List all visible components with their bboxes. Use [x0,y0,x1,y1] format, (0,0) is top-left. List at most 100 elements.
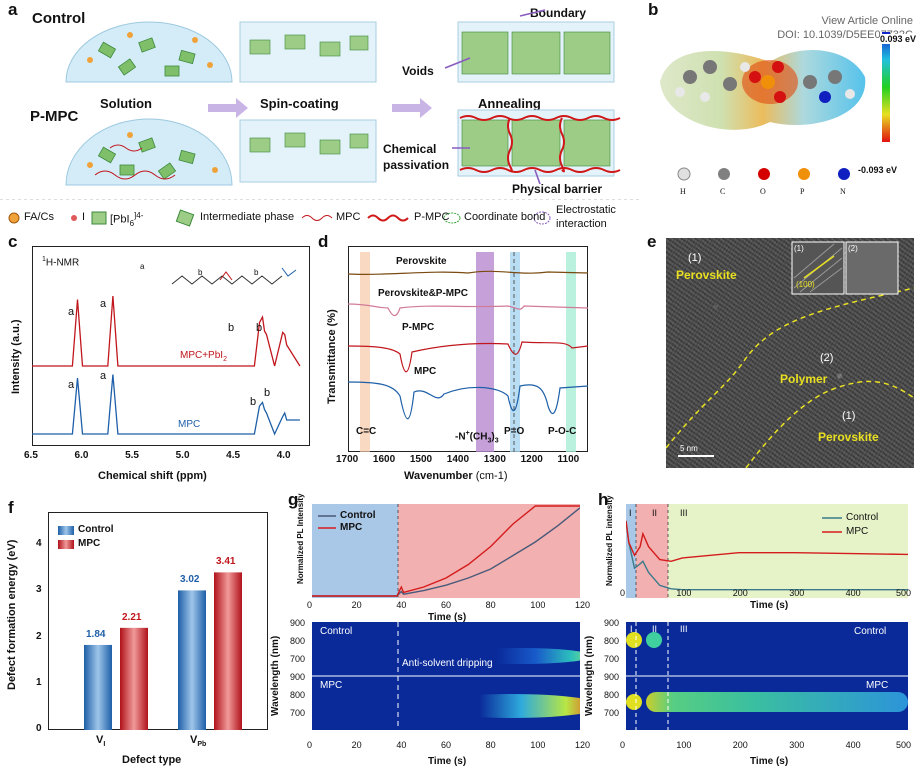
passivation-label: passivation [383,158,450,172]
esp-scale-top: 0.093 eV [880,34,917,44]
atom-legend [677,167,850,181]
h-bot-xtick-5: 500 [896,740,912,750]
panel-c-letter: c [8,232,18,251]
panel-a-legend: FA/Cs I [PbI6]4- Intermediate phase MPC … [4,204,644,236]
nmr-trace-mpc [32,374,300,436]
h-map-ytick-700b: 700 [604,708,620,718]
blue-peak-b1: b [250,396,257,408]
c-xtick-4: 4.5 [226,450,241,461]
c-xtick-5: 4.0 [276,450,291,461]
h-map-label-mpc: MPC [866,680,889,691]
arrow-1 [208,98,248,118]
legend-i: I [82,211,86,223]
c-xtick-2: 5.5 [125,450,139,461]
h-bot-xtick-1: 100 [676,740,692,750]
f-value-1: 2.21 [122,611,142,623]
red-peak-b1: b [228,322,235,334]
view-article-online-link[interactable]: View Article Online [821,15,913,27]
g-map-ytick-900b: 900 [290,672,306,682]
g-line-xlabel: Time (s) [428,612,467,623]
g-map-label-control: Control [320,626,353,637]
panel-h-letter: h [598,490,609,509]
band-label-po: P=O [504,426,525,437]
h-map-xlabel: Time (s) [750,756,789,767]
solution-label: Solution [100,96,152,111]
h-map [626,622,908,730]
band-label-nme3: -N+(CH3)3 [455,430,499,445]
h-map-ytick-800a: 800 [604,636,620,646]
panel-d-letter: d [318,232,329,251]
tem-region1-name: Perovskite [676,268,737,282]
f-ytick-0: 0 [36,723,42,734]
trace-label-mpc-pbi2: MPC+PbI2 [180,350,227,363]
panel-f-chart [58,526,242,730]
blue-peak-a2: a [100,370,107,382]
h-top-xtick-2: 200 [732,588,748,598]
h-legend-control: Control [846,512,879,523]
g-map-label-mpc: MPC [320,680,343,691]
panel-c-chart [32,267,301,436]
d-xtick-5: 1200 [520,454,543,465]
h-map-stage-1: I [630,624,633,634]
tem-region3-name: Perovskite [818,430,879,444]
nmr-trace-mpc-pbi2 [32,295,301,367]
h-top-xtick-5: 500 [896,588,912,598]
g-bot-xtick-5: 100 [530,740,546,750]
ftir-perovskite [348,270,588,275]
g-bot-xtick-4: 80 [485,740,496,750]
ftir-label-perovskite: Perovskite [396,256,447,267]
panel-a-letter: a [8,0,18,19]
atom-c-label: C [720,187,726,196]
band-cc [360,252,370,452]
struct-label-b1: b [198,268,203,277]
article-header: View Article Online DOI: 10.1039/D5EE077… [777,14,913,42]
g-line-chart [312,504,580,598]
band-po [510,252,520,452]
pmpc-solution-dome [65,118,233,186]
band-label-cc: C=C [356,426,377,437]
atom-n-label: N [840,187,846,196]
h-line-xlabel: Time (s) [750,600,789,611]
atom-o-label: O [760,187,766,196]
band-label-poc: P-O-C [548,426,577,437]
legend-interaction: interaction [556,218,607,230]
g-line-ylabel: Normalized PL Intensity [296,493,305,584]
h-map-stage-3: III [680,624,688,634]
tem-region1-num: (1) [688,252,702,264]
f-value-2: 3.02 [180,574,200,586]
g-map-ytick-800b: 800 [290,690,306,700]
ftir-label-mpc: MPC [414,366,437,377]
panel-c-frame [32,246,310,446]
g-map-ylabel: Wavelength (nm) [270,635,281,716]
panel-d-chart [348,252,588,452]
ftir-label-pmpc: P-MPC [402,322,435,333]
legend-electrostatic: Electrostatic [556,204,616,216]
atom-c-icon [718,168,730,180]
c-xtick-1: 6.0 [74,450,89,461]
g-mpc-line [312,505,580,597]
f-ytick-2: 2 [36,630,42,642]
h-line-chart [626,504,908,598]
h-control-line [626,520,908,591]
h-map-ytick-800b: 800 [604,690,620,700]
g-region-red [398,504,580,598]
g-top-xtick-4: 80 [485,600,496,610]
panel-b-letter: b [648,0,659,19]
g-map-ytick-700a: 700 [290,654,306,664]
trace-label-mpc: MPC [178,419,201,430]
h-legend-mpc: MPC [846,526,869,537]
control-label: Control [32,10,86,27]
legend-coordinate-bond: Coordinate bond [464,211,546,223]
f-ylabel: Defect formation energy (eV) [6,539,18,690]
h-bot-xtick-2: 200 [732,740,748,750]
c-xtick-0: 6.5 [24,450,38,461]
h-stage-label-1: I [629,508,632,518]
d-xtick-3: 1400 [446,454,470,465]
control-solution-dome [65,21,233,83]
legend-fa-cs: FA/Cs [24,211,54,223]
d-xtick-4: 1300 [483,454,506,465]
g-top-xtick-2: 40 [396,600,407,610]
atom-p-icon [798,168,810,180]
g-region-blue [312,504,398,598]
band-nme3 [476,252,494,452]
